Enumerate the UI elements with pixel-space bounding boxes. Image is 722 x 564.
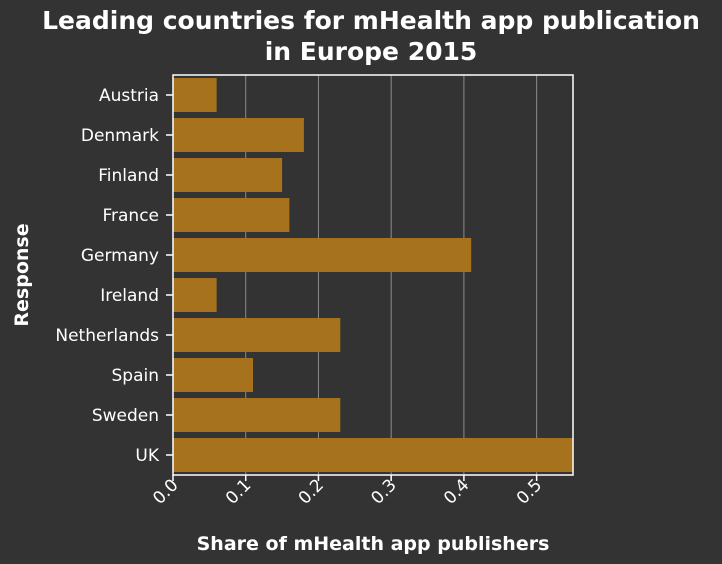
y-tick-label: France [102,206,159,226]
bar-denmark [173,118,304,152]
y-tick-label: Ireland [100,286,159,306]
y-tick-label: Finland [98,166,159,186]
y-tick-label: Denmark [81,126,159,146]
x-tick-label: 0.0 [149,475,182,508]
bar-germany [173,238,472,272]
y-tick-label: Spain [112,366,160,386]
y-tick-label: UK [135,446,159,466]
x-tick-label: 0.3 [367,475,400,508]
bars-layer [173,78,573,472]
y-tick-label: Sweden [92,406,159,426]
bar-netherlands [173,318,341,352]
bar-austria [173,78,217,112]
y-tick-label: Germany [81,246,159,266]
x-axis: 0.0 0.1 0.2 0.3 0.4 0.5 [149,475,546,509]
bar-france [173,198,290,232]
chart-title-line-1: Leading countries for mHealth app public… [42,6,700,35]
bar-uk [173,438,573,472]
y-axis: Austria Denmark Finland France Germany Irelan… [55,86,173,466]
plot-frame [172,74,574,476]
bar-spain [173,358,253,392]
x-tick-label: 0.2 [295,475,328,508]
chart-title-line-2: in Europe 2015 [265,37,478,66]
bar-ireland [173,278,217,312]
x-tick-label: 0.1 [222,475,255,508]
y-tick-label: Austria [99,86,159,106]
x-tick-label: 0.4 [440,475,473,508]
x-axis-title: Share of mHealth app publishers [197,533,550,555]
bar-finland [173,158,283,192]
y-tick-label: Netherlands [55,326,159,346]
bar-sweden [173,398,341,432]
y-axis-title: Response [11,223,33,326]
x-tick-label: 0.5 [513,475,546,508]
